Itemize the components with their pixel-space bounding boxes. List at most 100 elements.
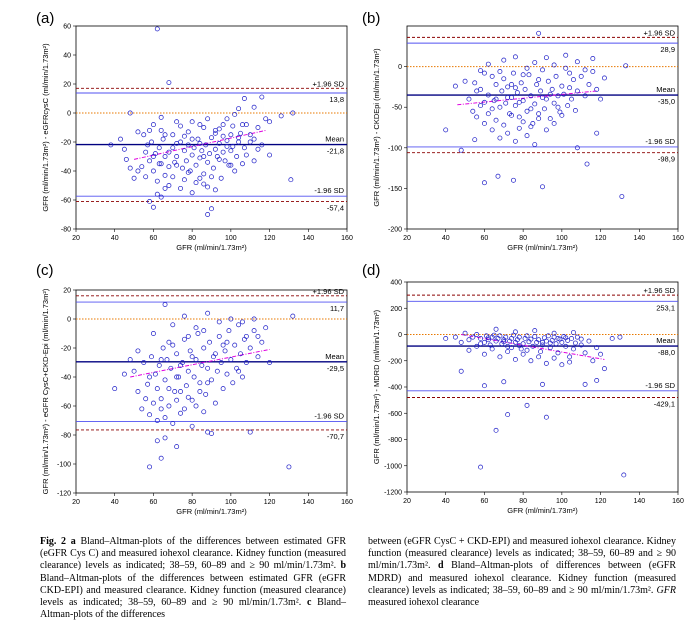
data-point-d [578,336,584,342]
data-point-a [166,149,172,155]
data-point-c [228,316,234,322]
data-point-d [466,337,472,343]
data-point-a [174,154,180,159]
data-point-b [578,73,584,79]
panel-label-b: (b) [362,10,380,27]
data-point-a [127,110,133,116]
data-point-d [551,330,557,336]
data-point-a [147,127,153,133]
data-point-d [520,341,526,347]
data-point-a [156,161,162,167]
data-point-c [172,389,178,394]
y-axis-label-d: GFR (ml/min/1.73m²) - MDRD (ml/min/1.73m… [372,309,381,464]
y-tick-label-a: 40 [63,53,71,60]
data-point-b [522,86,528,92]
data-point-a [150,168,156,174]
data-point-a [267,119,273,125]
caption-d-text: Bland–Altman-plots of differences betwee… [368,560,677,596]
lower-loa-label-a: -1.96 SD [314,186,344,195]
data-point-c [139,406,145,412]
panel-label-a: (a) [36,10,54,27]
data-point-b [485,92,491,98]
data-point-d [458,368,464,374]
caption-fig-label: Fig. 2 [40,536,67,547]
data-point-c [127,357,133,363]
data-point-b [534,82,540,87]
data-point-d [582,381,588,387]
data-point-a [216,140,222,146]
data-point-b [582,93,588,99]
data-point-d [571,346,576,352]
data-point-a [226,162,232,168]
mean-value-d: -88,0 [658,348,675,357]
data-point-a [170,174,176,180]
data-point-d [559,339,565,345]
data-point-c [240,374,245,380]
y-tick-label-c: -120 [57,491,71,498]
data-point-c [199,362,205,368]
data-point-a [236,139,242,145]
data-point-b [551,100,557,106]
data-point-a [236,106,242,112]
x-tick-label-b: 20 [403,235,411,242]
data-point-c [263,325,269,331]
data-point-b [501,57,507,63]
y-tick-label-c: -80 [61,433,71,440]
data-point-c [164,357,170,363]
data-point-b [470,108,476,114]
data-point-b [489,73,495,79]
data-point-d [493,427,499,433]
data-point-c [205,310,211,316]
data-point-b [528,106,534,112]
data-point-a [154,191,160,197]
data-point-b [559,83,565,89]
data-point-b [505,84,511,90]
data-point-d [474,343,480,349]
data-point-b [520,72,526,78]
data-point-c [193,403,199,409]
data-point-c [147,412,153,418]
data-point-b [594,86,600,92]
data-point-a [267,152,273,158]
data-point-a [259,142,265,148]
data-point-b [567,85,573,91]
data-point-d [530,343,536,349]
data-point-b [565,103,571,109]
data-point-c [212,400,218,406]
data-point-b [574,59,580,65]
data-point-a [238,130,243,136]
x-axis-label-d: GFR (ml/min/1.73m²) [507,506,578,515]
data-point-c [141,360,147,365]
data-point-b [474,114,480,120]
mean-value-c: -29,5 [327,364,344,373]
data-point-b [501,122,507,128]
data-point-b [481,120,487,126]
data-point-b [472,137,478,143]
data-point-a [240,161,245,167]
data-point-b [497,69,503,74]
data-point-a [203,142,209,148]
data-point-b [538,88,544,94]
x-tick-label-d: 160 [672,498,684,505]
data-point-c [135,389,141,394]
y-tick-label-c: -40 [61,375,71,382]
data-point-d [551,355,557,361]
data-point-a [230,123,236,129]
data-point-c [145,381,151,387]
data-point-b [559,112,565,118]
data-point-c [240,319,245,325]
data-point-a [156,145,162,151]
data-point-c [228,357,234,363]
data-point-a [251,158,257,164]
x-tick-label-c: 80 [188,499,196,506]
data-point-a [185,142,191,148]
data-point-b [524,108,530,114]
lower-loa-label-b: -1.96 SD [645,137,675,146]
data-point-a [183,158,189,164]
data-point-d [524,347,530,353]
x-tick-label-a: 20 [72,235,80,242]
y-tick-label-b: -200 [388,227,402,234]
data-point-a [263,116,269,122]
data-point-d [572,340,578,346]
data-point-a [210,165,216,171]
